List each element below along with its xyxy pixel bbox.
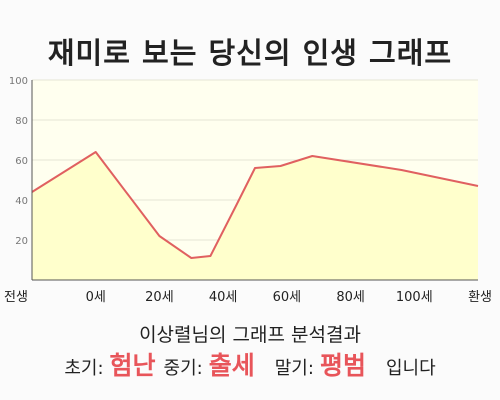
y-tick-label: 40 <box>15 196 28 207</box>
life-graph-chart: 20 40 60 80 100 전생 0세 20세 40세 60세 80세 100세 환생 <box>4 76 492 305</box>
mid-value: 출세 <box>208 351 255 380</box>
y-tick-label: 60 <box>15 156 28 167</box>
late-value: 평범 <box>319 351 366 380</box>
y-tick-label: 80 <box>15 116 28 127</box>
y-tick-label: 20 <box>15 236 28 247</box>
x-tick-label: 100세 <box>396 290 433 305</box>
result-ending: 입니다 <box>385 358 436 379</box>
early-value: 험난 <box>109 351 156 380</box>
x-tick-label: 40세 <box>209 290 238 305</box>
late-label: 말기: <box>274 358 314 379</box>
analysis-result: 초기: 험난 중기: 출세 말기: 평범 입니다 <box>0 346 500 382</box>
x-tick-label: 20세 <box>145 290 174 305</box>
analysis-subtitle: 이상렬님의 그래프 분석결과 <box>139 324 361 346</box>
life-area-fill <box>32 152 478 280</box>
mid-label: 중기: <box>163 358 203 379</box>
early-label: 초기: <box>64 358 104 379</box>
x-tick-label: 전생 <box>4 290 28 305</box>
x-tick-label: 60세 <box>273 290 302 305</box>
y-tick-label: 100 <box>9 76 28 87</box>
x-tick-label: 80세 <box>336 290 365 305</box>
page-title: 재미로 보는 당신의 인생 그래프 <box>47 36 453 70</box>
life-line <box>31 151 479 259</box>
x-tick-label: 0세 <box>86 290 106 305</box>
x-tick-label: 환생 <box>468 290 492 305</box>
